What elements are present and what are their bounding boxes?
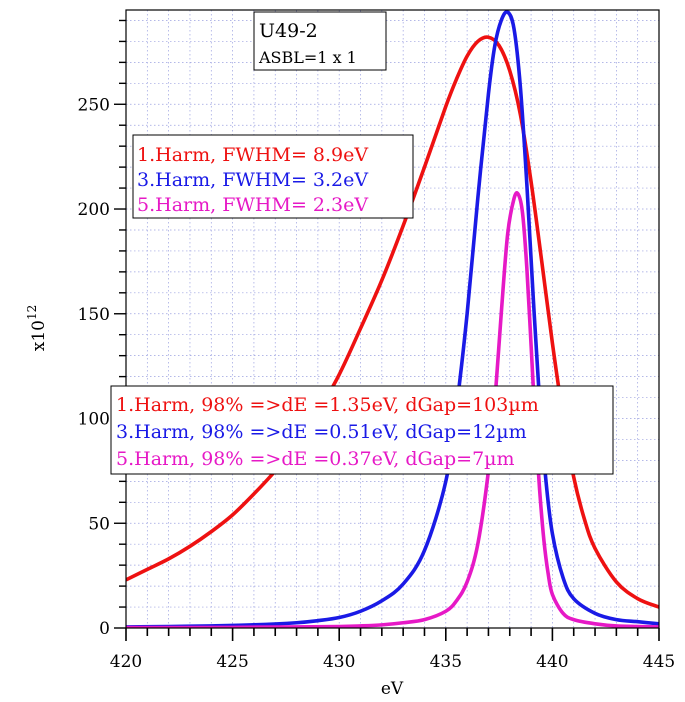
y-tick-label: 150: [78, 305, 110, 325]
x-tick-label: 440: [536, 652, 568, 672]
x-tick-label: 435: [430, 652, 462, 672]
legend-dgap-harm1: 1.Harm, 98% =>dE =1.35eV, dGap=103µm: [116, 394, 539, 416]
y-axis-title-exponent: 12: [25, 305, 39, 320]
y-axis-title: x1012: [25, 305, 49, 352]
y-tick-label: 0: [99, 619, 110, 639]
svg-text:x1012: x1012: [25, 305, 49, 352]
annotation-title-line2: ASBL=1 x 1: [258, 48, 357, 67]
plot-background: [126, 10, 659, 628]
legend-dgap: 1.Harm, 98% =>dE =1.35eV, dGap=103µm 3.H…: [110, 385, 614, 475]
legend-dgap-harm3: 3.Harm, 98% =>dE =0.51eV, dGap=12µm: [116, 421, 527, 443]
x-axis-title: eV: [381, 679, 404, 699]
plot-frame: [125, 9, 660, 629]
y-tick-label: 250: [78, 95, 110, 115]
x-tick-label: 445: [643, 652, 675, 672]
x-tick-label: 420: [110, 652, 142, 672]
legend-dgap-harm5: 5.Harm, 98% =>dE =0.37eV, dGap=7µm: [116, 448, 515, 470]
axis-ticks: 420 425 430 435 440 445 0 50 100 150 200 250: [78, 19, 675, 672]
series-line-harm3: [126, 10, 659, 628]
annotation-box-title: U49-2 ASBL=1 x 1: [253, 11, 387, 71]
legend-fwhm-harm3: 3.Harm, FWHM= 3.2eV: [137, 169, 368, 191]
legend-fwhm-harm1: 1.Harm, FWHM= 8.9eV: [137, 144, 368, 166]
annotation-title-line1: U49-2: [259, 20, 318, 42]
series-line-harm5: [126, 191, 659, 628]
y-tick-label: 50: [88, 514, 110, 534]
y-axis-title-base: x10: [29, 320, 49, 351]
legend-fwhm: 1.Harm, FWHM= 8.9eV 3.Harm, FWHM= 3.2eV …: [132, 134, 414, 219]
legend-fwhm-harm5: 5.Harm, FWHM= 2.3eV: [137, 194, 368, 216]
y-tick-label: 100: [78, 410, 110, 430]
y-tick-label: 200: [78, 200, 110, 220]
x-tick-label: 430: [323, 652, 355, 672]
x-tick-label: 425: [216, 652, 248, 672]
